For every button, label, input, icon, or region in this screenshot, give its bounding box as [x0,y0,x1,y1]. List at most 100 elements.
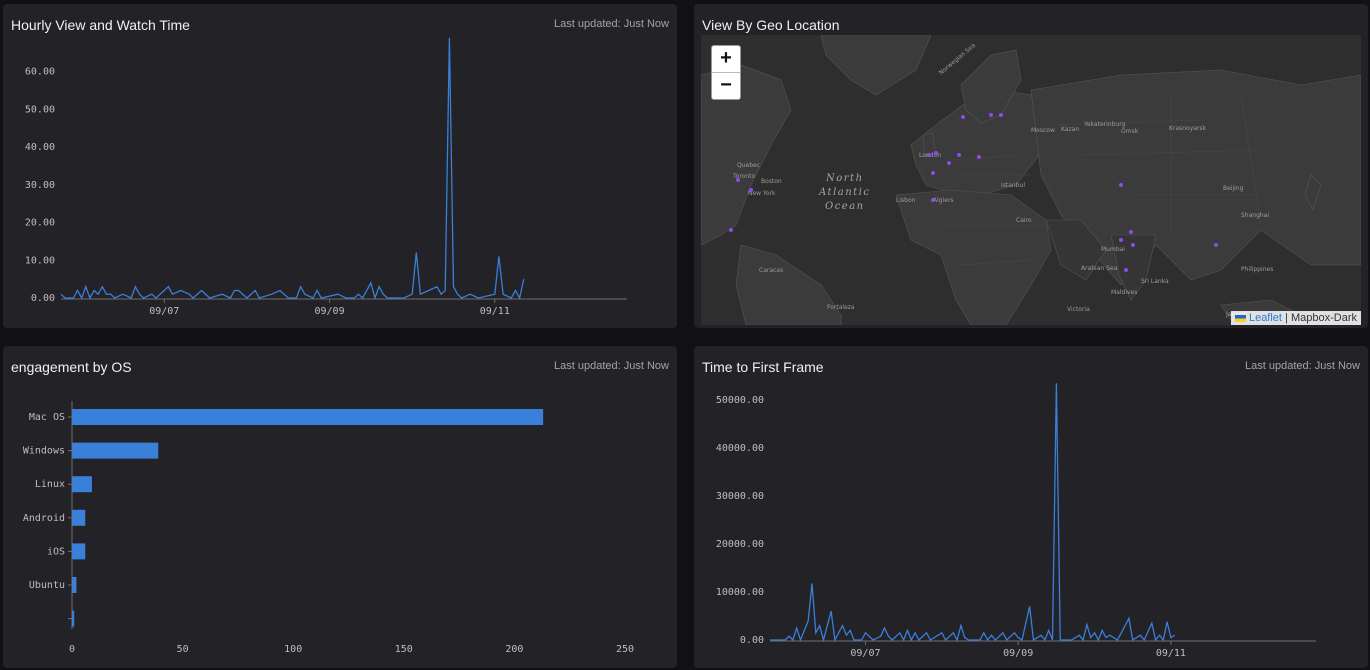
x-tick-label: 150 [395,644,413,655]
viewer-dot [977,155,981,159]
panel-title: Hourly View and Watch Time [11,17,190,33]
ukraine-flag-icon [1234,315,1246,322]
category-label: Ubuntu [29,580,65,591]
category-label: Android [23,513,65,524]
x-tick-label: 0 [69,644,75,655]
panel-title: View By Geo Location [702,17,840,33]
y-tick-label: 10.00 [25,255,55,266]
map-label: Beijing [1223,185,1244,192]
viewer-dot [1119,238,1123,242]
viewer-dot [947,161,951,165]
viewer-dot [931,171,935,175]
y-tick-label: 20.00 [25,218,55,229]
category-label: Linux [35,479,65,490]
y-tick-label: 0.00 [740,635,764,646]
viewer-dot [989,113,993,117]
map-label: New York [748,190,776,197]
x-tick-label: 09/09 [1003,648,1033,659]
series-line [770,383,1176,643]
ocean-label: Atlantic [818,187,870,198]
y-tick-label: 50000.00 [716,395,764,406]
hourly-view-panel: Hourly View and Watch Time Last updated:… [3,4,677,328]
panel-title: engagement by OS [11,359,132,375]
world-map[interactable]: Quebec Toronto Boston New York Lisbon Al… [701,35,1361,325]
viewer-dot [957,153,961,157]
ttff-line-chart: 0.00 10000.00 20000.00 30000.00 40000.00 5000… [716,383,1316,659]
os-bar-chart: Mac OS Windows Linux Android iOS Ubuntu 0 50 100… [23,401,634,655]
x-tick-label: 200 [505,644,523,655]
viewer-dot [1129,230,1133,234]
viewer-dot [736,178,740,182]
map-label: Lisbon [896,197,916,204]
zoom-out-button[interactable]: − [720,74,732,96]
y-tick-label: 60.00 [25,67,55,78]
viewer-dot [999,113,1003,117]
y-tick-label: 0.00 [31,293,55,304]
map-label: Sri Lanka [1141,278,1169,285]
map-label: Victoria [1067,306,1090,313]
ocean-label: North [825,173,864,184]
last-updated-label: Last updated: Just Now [554,360,669,372]
time-to-first-frame-panel: Time to First Frame Last updated: Just N… [694,346,1368,668]
last-updated-label: Last updated: Just Now [1245,360,1360,372]
last-updated-label: Last updated: Just Now [554,18,669,30]
map-label: Kazan [1061,126,1079,133]
y-tick-label: 30000.00 [716,491,764,502]
x-tick-label: 09/11 [480,306,510,317]
ocean-label: Ocean [825,201,865,212]
map-label: Toronto [732,173,755,180]
map-tiles: Quebec Toronto Boston New York Lisbon Al… [701,35,1361,325]
bar[interactable] [72,610,75,627]
map-label: Algiers [933,197,954,204]
viewer-dot [961,115,965,119]
viewer-dot [729,228,733,232]
map-label: Philippines [1241,266,1273,273]
bar[interactable] [72,577,77,593]
zoom-control: + − [711,45,741,100]
viewer-dot [1131,243,1135,247]
map-label: Shanghai [1241,212,1269,219]
bar[interactable] [72,409,544,425]
x-tick-label: 09/07 [149,306,179,317]
category-label: Windows [23,446,65,457]
map-label: Arabian Sea [1081,265,1118,272]
map-label: Quebec [737,162,760,169]
x-tick-label: 09/11 [1156,648,1186,659]
y-tick-label: 40.00 [25,142,55,153]
y-tick-label: 50.00 [25,104,55,115]
y-tick-label: 40000.00 [716,443,764,454]
panel-title: Time to First Frame [702,359,824,375]
map-label: Istanbul [1001,182,1025,189]
viewer-dot [934,151,938,155]
viewer-dot [1214,243,1218,247]
x-tick-label: 100 [284,644,302,655]
map-label: Mumbai [1101,246,1125,253]
bar[interactable] [72,442,159,459]
bar[interactable] [72,476,92,493]
viewer-dot [927,153,931,157]
viewer-dot [1124,268,1128,272]
x-tick-label: 250 [616,644,634,655]
viewer-dot [749,188,753,192]
zoom-in-button[interactable]: + [712,46,740,73]
series-line [60,37,525,301]
attribution-separator: | [1281,312,1291,324]
leaflet-link[interactable]: Leaflet [1248,312,1282,324]
category-label: Mac OS [29,412,65,423]
map-label: Fortaleza [827,304,855,311]
map-label: Caracas [759,267,783,274]
map-label: Omsk [1121,128,1139,135]
map-label: Krasnoyarsk [1169,125,1206,132]
hourly-line-chart: 0.00 10.00 20.00 30.00 40.00 50.00 60.00 09/07 0… [25,37,627,317]
tiles-attribution: Mapbox-Dark [1290,312,1357,324]
viewer-dot [1119,183,1123,187]
x-tick-label: 09/09 [314,306,344,317]
y-tick-label: 30.00 [25,180,55,191]
engagement-by-os-panel: engagement by OS Last updated: Just Now … [3,346,677,668]
x-tick-label: 09/07 [850,648,880,659]
bar[interactable] [72,543,86,560]
map-label: Maldives [1111,289,1137,296]
bar[interactable] [72,509,86,526]
map-label: Yekaterinburg [1083,121,1126,128]
category-label: iOS [47,546,65,557]
